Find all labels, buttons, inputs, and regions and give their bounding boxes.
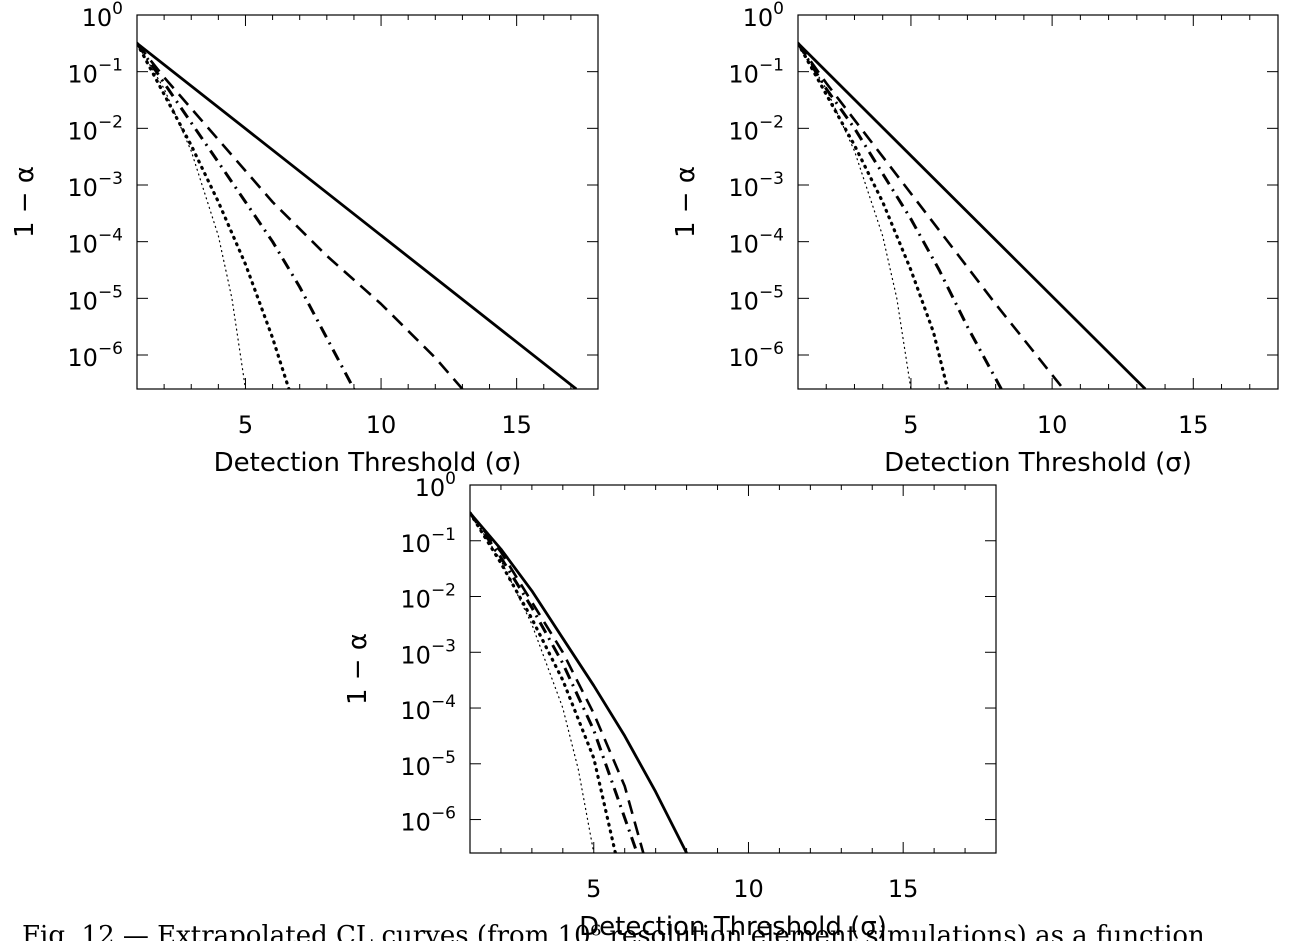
y-tick-label: 10−5 [67, 282, 123, 315]
y-tick-label: 10−3 [67, 169, 123, 202]
panel-bottom: 5 10 15 100 10−1 10−2 10−3 10−4 10−5 10−6 Detectio… [343, 469, 997, 941]
x-tick-label: 5 [903, 411, 918, 439]
y-tick-label: 10−6 [400, 804, 456, 837]
y-axis-title: 1 − α [343, 633, 373, 705]
y-axis-title: 1 − α [10, 166, 40, 238]
series-line-dashdot [470, 512, 639, 853]
panel-top-left: 5 10 15 100 10−1 10−2 10−3 10−4 10−5 10−6 Detectio… [10, 0, 599, 478]
series-line-thin-dotted [137, 42, 247, 389]
y-tick-label: 100 [82, 0, 123, 32]
series-line-dashed [470, 512, 645, 853]
series-line-dashdot [137, 42, 356, 389]
y-tick-label: 10−1 [67, 56, 123, 89]
series-line-dashed [798, 42, 1065, 389]
series-line-dotted [137, 41, 291, 389]
series-line-dashdot [798, 42, 1003, 389]
y-tick-label: 10−1 [728, 56, 784, 89]
plot-frame [136, 14, 599, 390]
y-tick-label: 10−2 [728, 112, 784, 145]
series-line-solid [798, 42, 1147, 389]
series-line-dotted [470, 511, 618, 853]
y-tick-label: 10−6 [67, 339, 123, 372]
panel-top-right: 5 10 15 100 10−1 10−2 10−3 10−4 10−5 10−6 Detectio… [671, 0, 1279, 478]
x-tick-label: 10 [1037, 411, 1068, 439]
plot-frame [469, 484, 997, 854]
x-axis-title: Detection Threshold (σ) [579, 912, 887, 941]
y-tick-label: 10−5 [728, 282, 784, 315]
x-tick-label: 15 [501, 411, 532, 439]
y-tick-label: 10−4 [728, 226, 784, 259]
figure-caption: Fig. 12.— Extrapolated CL curves (from 1… [22, 921, 1205, 941]
plot-frame [797, 14, 1279, 390]
y-tick-label: 10−2 [67, 112, 123, 145]
x-tick-label: 10 [733, 875, 764, 903]
y-tick-label: 100 [743, 0, 784, 32]
series-line-dotted [798, 41, 950, 389]
x-axis-title: Detection Threshold (σ) [214, 448, 522, 478]
y-tick-label: 10−3 [400, 636, 456, 669]
y-tick-label: 10−4 [67, 226, 123, 259]
y-axis-title: 1 − α [671, 166, 701, 238]
series-line-thin-dotted [470, 512, 595, 853]
x-tick-label: 10 [366, 411, 397, 439]
x-tick-label: 5 [238, 411, 253, 439]
y-tick-label: 10−5 [400, 748, 456, 781]
series-line-thin-dotted [798, 42, 912, 389]
y-tick-label: 10−6 [728, 339, 784, 372]
y-tick-label: 10−3 [728, 169, 784, 202]
y-tick-label: 10−2 [400, 581, 456, 614]
y-tick-label: 10−1 [400, 525, 456, 558]
x-tick-label: 15 [888, 875, 919, 903]
x-tick-label: 5 [586, 875, 601, 903]
y-tick-label: 100 [415, 469, 456, 502]
x-axis-title: Detection Threshold (σ) [884, 448, 1192, 478]
y-tick-label: 10−4 [400, 692, 456, 725]
series-line-solid [137, 42, 578, 389]
x-tick-label: 15 [1178, 411, 1209, 439]
series-line-dashed [137, 42, 464, 389]
series-line-solid [470, 511, 688, 853]
